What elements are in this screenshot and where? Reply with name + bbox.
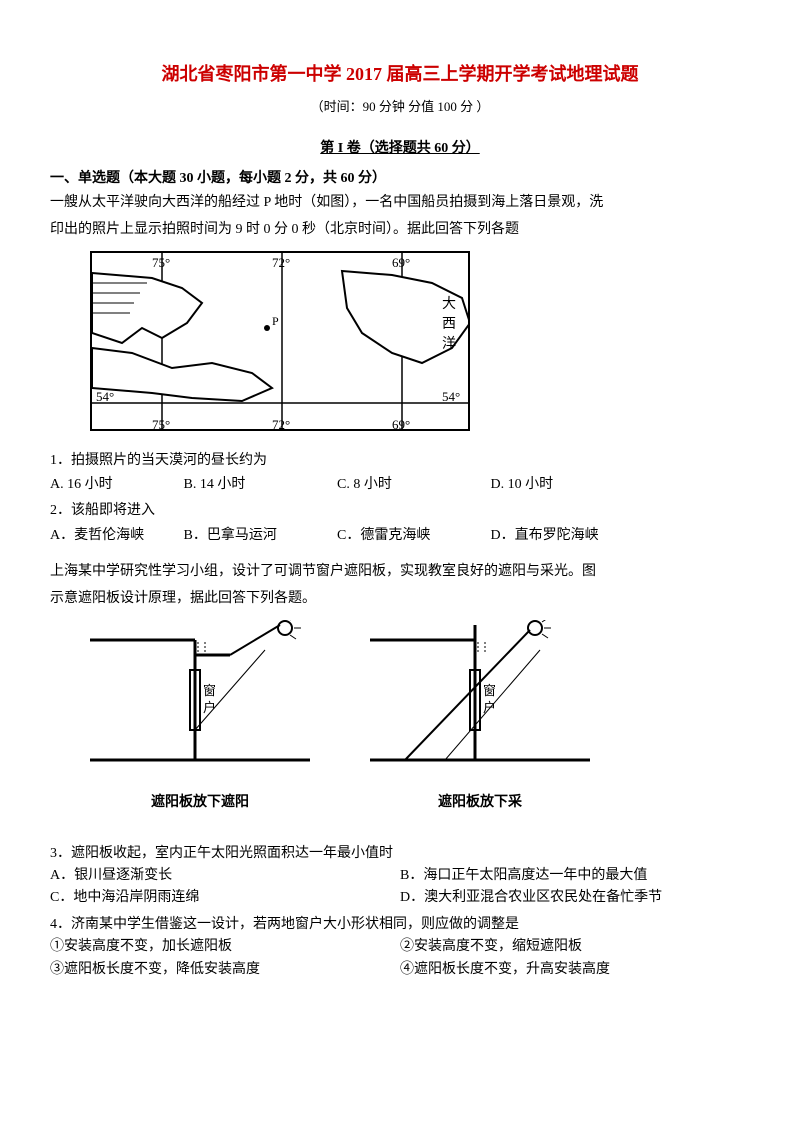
window-label-l1: 窗 (203, 683, 216, 698)
diagram-left-svg: 窗 户 (90, 620, 310, 780)
q1-c: C. 8 小时 (337, 474, 487, 496)
q1-options: A. 16 小时 B. 14 小时 C. 8 小时 D. 10 小时 (50, 474, 750, 496)
instruction-header: 一、单选题（本大题 30 小题，每小题 2 分，共 60 分） (50, 168, 750, 190)
q3-d: D．澳大利亚混合农业区农民处在备忙季节 (400, 887, 750, 909)
section-header: 第 I 卷（选择题共 60 分） (50, 138, 750, 160)
map-figure: 75° 72° 69° 75° 72° 69° 54° 54° P 大 西 洋 (90, 251, 750, 439)
q3-text: 3．遮阳板收起，室内正午太阳光照面积达一年最小值时 (50, 843, 750, 865)
lon-top-0: 75° (152, 255, 170, 270)
map-svg: 75° 72° 69° 75° 72° 69° 54° 54° P 大 西 洋 (90, 251, 470, 431)
q3-b: B．海口正午太阳高度达一年中的最大值 (400, 865, 750, 887)
svg-text:窗: 窗 (483, 683, 496, 698)
q2-c: C．德雷克海峡 (337, 525, 487, 547)
ocean-1: 西 (442, 317, 456, 332)
q1-a: A. 16 小时 (50, 474, 180, 496)
q4-opt2: ②安装高度不变，缩短遮阳板 (400, 936, 750, 958)
caption-right: 遮阳板放下采 (370, 792, 590, 814)
lat-left: 54° (96, 389, 114, 404)
exam-title: 湖北省枣阳市第一中学 2017 届高三上学期开学考试地理试题 (50, 60, 750, 89)
lon-bot-2: 69° (392, 417, 410, 431)
lon-bot-0: 75° (152, 417, 170, 431)
window-figures: 窗 户 遮阳板放下遮阳 窗 户 (90, 620, 750, 815)
diagram-right-svg: 窗 户 (370, 620, 590, 780)
figure-right: 窗 户 遮阳板放下采 (370, 620, 590, 815)
context2-line2: 示意遮阳板设计原理，据此回答下列各题。 (50, 588, 750, 610)
q2-text: 2．该船即将进入 (50, 500, 750, 522)
q3-options: A．银川昼逐渐变长 B．海口正午太阳高度达一年中的最大值 C．地中海沿岸阴雨连绵… (50, 865, 750, 910)
q2-d: D．直布罗陀海峡 (491, 525, 641, 547)
q2-a: A．麦哲伦海峡 (50, 525, 180, 547)
q4-opt3: ③遮阳板长度不变，降低安装高度 (50, 959, 400, 981)
svg-text:户: 户 (483, 700, 496, 715)
exam-subtitle: （时间：90 分钟 分值 100 分 ） (50, 97, 750, 118)
q3-a: A．银川昼逐渐变长 (50, 865, 400, 887)
q4-text: 4．济南某中学生借鉴这一设计，若两地窗户大小形状相同，则应做的调整是 (50, 914, 750, 936)
q4-options: ①安装高度不变，加长遮阳板 ②安装高度不变，缩短遮阳板 ③遮阳板长度不变，降低安… (50, 936, 750, 981)
q1-d: D. 10 小时 (491, 474, 641, 496)
q3-c: C．地中海沿岸阴雨连绵 (50, 887, 400, 909)
q2-options: A．麦哲伦海峡 B．巴拿马运河 C．德雷克海峡 D．直布罗陀海峡 (50, 525, 750, 547)
ocean-2: 洋 (442, 336, 456, 352)
q4-opt1: ①安装高度不变，加长遮阳板 (50, 936, 400, 958)
q1-text: 1．拍摄照片的当天漠河的昼长约为 (50, 450, 750, 472)
context2-line1: 上海某中学研究性学习小组，设计了可调节窗户遮阳板，实现教室良好的遮阳与采光。图 (50, 561, 750, 583)
lat-right: 54° (442, 389, 460, 404)
q2-b: B．巴拿马运河 (184, 525, 334, 547)
ocean-0: 大 (442, 296, 456, 312)
lon-bot-1: 72° (272, 417, 290, 431)
lon-top-2: 69° (392, 255, 410, 270)
context1-line2: 印出的照片上显示拍照时间为 9 时 0 分 0 秒（北京时间）。据此回答下列各题 (50, 219, 750, 241)
caption-left: 遮阳板放下遮阳 (90, 792, 310, 814)
lon-top-1: 72° (272, 255, 290, 270)
q1-b: B. 14 小时 (184, 474, 334, 496)
context1-line1: 一艘从太平洋驶向大西洋的船经过 P 地时（如图），一名中国船员拍摄到海上落日景观… (50, 192, 750, 214)
figure-left: 窗 户 遮阳板放下遮阳 (90, 620, 310, 815)
q4-opt4: ④遮阳板长度不变，升高安装高度 (400, 959, 750, 981)
svg-text:P: P (272, 314, 279, 328)
